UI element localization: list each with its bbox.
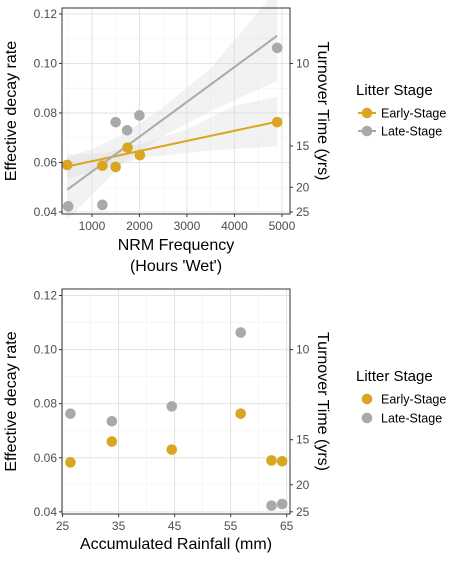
y-axis-title: Effective decay rate <box>3 331 20 471</box>
y2-tick-label: 20 <box>296 180 310 194</box>
legend-key-point-early <box>361 393 373 405</box>
data-point-early <box>97 160 108 172</box>
x-tick-label: 55 <box>224 519 238 533</box>
confidence-band-early <box>67 96 278 179</box>
y-tick-label: 0.12 <box>34 7 58 21</box>
y-tick-label: 0.04 <box>34 205 58 219</box>
data-point-early <box>110 161 121 173</box>
x-axis-title: Accumulated Rainfall (mm) <box>80 536 272 553</box>
data-point-early <box>271 116 283 128</box>
fit-line-early <box>67 120 278 168</box>
legend-label-early: Early-Stage <box>381 107 446 121</box>
data-point-early <box>61 159 73 171</box>
panel-border <box>61 7 291 215</box>
x-axis-title: NRM Frequency <box>118 237 234 254</box>
y-tick-label: 0.06 <box>34 451 58 465</box>
data-point-late <box>62 201 74 212</box>
data-point-early <box>65 457 76 468</box>
y-tick-label: 0.08 <box>34 106 58 120</box>
data-point-late <box>121 125 133 136</box>
legend-key-point-late <box>361 412 373 424</box>
x-tick-label: 25 <box>56 519 70 533</box>
legend-key-point-early <box>361 107 373 119</box>
data-point-late <box>110 116 121 128</box>
legend-label-late: Late-Stage <box>381 125 442 139</box>
y-tick-label: 0.10 <box>34 56 58 70</box>
data-point-early <box>134 149 146 161</box>
y2-tick-label: 20 <box>296 478 310 492</box>
data-point-late <box>65 408 76 419</box>
legend-label-early: Early-Stage <box>381 393 446 407</box>
y2-tick-label: 25 <box>296 205 310 219</box>
legend-key-point-late <box>361 125 373 137</box>
x-axis-title: (Hours 'Wet') <box>130 258 222 275</box>
x-tick-label: 1000 <box>79 219 106 233</box>
x-tick-label: 2000 <box>126 219 153 233</box>
y2-tick-label: 10 <box>296 56 310 70</box>
data-point-late <box>235 327 247 338</box>
data-point-late <box>106 415 118 427</box>
data-point-early <box>276 455 288 467</box>
data-point-late <box>266 500 277 511</box>
y2-axis-title: Turnover Time (yrs) <box>314 42 331 181</box>
x-tick-label: 3000 <box>174 219 201 233</box>
x-tick-label: 45 <box>168 519 182 533</box>
y2-tick-label: 15 <box>296 433 310 447</box>
y-tick-label: 0.08 <box>34 397 58 411</box>
data-point-late <box>166 401 178 412</box>
data-point-early <box>166 444 178 455</box>
panel-border <box>61 288 291 515</box>
legend-title: Litter Stage <box>356 368 433 385</box>
data-point-early <box>235 408 247 419</box>
x-tick-label: 5000 <box>269 219 296 233</box>
data-point-late <box>276 498 288 510</box>
y2-axis-title: Turnover Time (yrs) <box>314 332 331 471</box>
x-tick-label: 65 <box>280 519 294 533</box>
y-tick-label: 0.04 <box>34 505 58 519</box>
data-point-early <box>266 455 277 466</box>
data-point-late <box>97 199 108 211</box>
y2-tick-label: 25 <box>296 505 310 519</box>
data-point-late <box>271 42 283 54</box>
x-tick-label: 35 <box>112 519 126 533</box>
legend-title: Litter Stage <box>356 82 433 99</box>
y-tick-label: 0.12 <box>34 288 58 302</box>
x-tick-label: 4000 <box>221 219 248 233</box>
data-point-early <box>122 142 133 153</box>
chart-panel-accumulated-rainfall: 0.04 0.06 0.08 0.10 0.12 25 35 45 55 65 10 15 20 25 Ac… <box>3 288 446 553</box>
data-point-late <box>134 110 145 121</box>
y2-tick-label: 10 <box>296 343 310 357</box>
chart-panel-nrm-frequency: 0.04 0.06 0.08 0.10 0.12 1000 2000 3000 4000 5000… <box>3 0 446 275</box>
data-point-early <box>106 436 118 447</box>
y-tick-label: 0.06 <box>34 156 58 170</box>
y2-tick-label: 15 <box>296 139 310 153</box>
legend-label-late: Late-Stage <box>381 412 442 426</box>
y-tick-label: 0.10 <box>34 343 58 357</box>
y-axis-title: Effective decay rate <box>3 41 20 181</box>
